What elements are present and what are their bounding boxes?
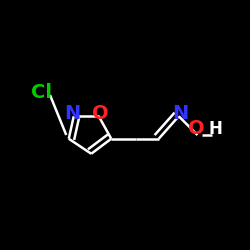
Text: N: N xyxy=(64,104,80,123)
Text: Cl: Cl xyxy=(31,83,52,102)
Text: N: N xyxy=(172,104,188,123)
Text: O: O xyxy=(188,119,204,138)
Text: H: H xyxy=(208,120,222,138)
Text: O: O xyxy=(92,104,108,123)
